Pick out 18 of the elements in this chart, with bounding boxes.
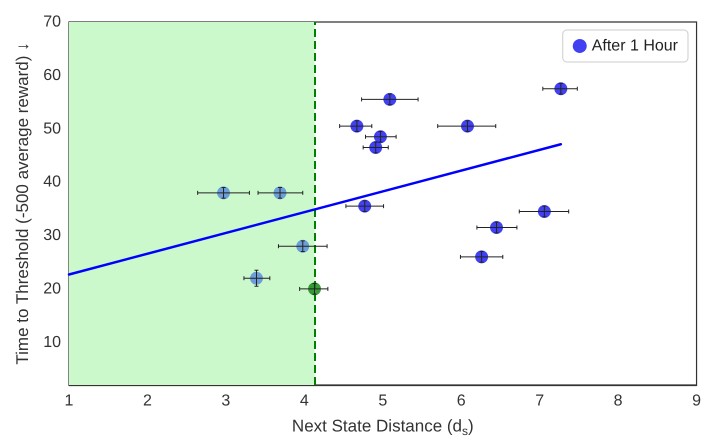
x-tick-label: 6 xyxy=(456,392,466,410)
x-tick-label: 7 xyxy=(535,392,544,410)
y-tick-label: 20 xyxy=(43,280,62,298)
y-axis-title: Time to Threshold (-500 average reward) ↓ xyxy=(13,42,32,365)
x-tick-label: 5 xyxy=(378,392,388,410)
x-tick-label: 4 xyxy=(300,392,309,410)
x-tick-label: 3 xyxy=(221,392,230,410)
x-tick-label: 2 xyxy=(142,392,152,410)
y-tick-label: 40 xyxy=(43,174,62,191)
y-tick-label: 30 xyxy=(43,227,62,244)
legend-label: After 1 Hour xyxy=(592,38,679,54)
x-tick-label: 1 xyxy=(64,392,74,410)
x-tick-label: 9 xyxy=(692,392,702,410)
y-tick-label: 10 xyxy=(43,334,62,351)
x-tick-label: 8 xyxy=(614,392,623,410)
y-tick-label: 50 xyxy=(43,120,62,138)
y-tick-label: 60 xyxy=(43,66,62,84)
y-tick-label: 70 xyxy=(43,14,62,30)
